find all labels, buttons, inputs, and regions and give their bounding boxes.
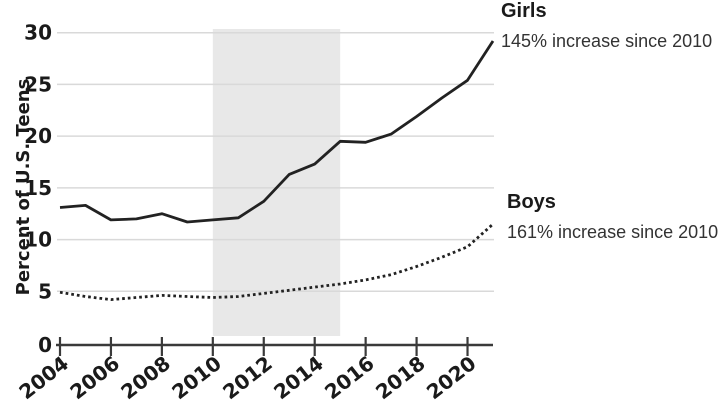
boys-line — [59, 223, 494, 302]
girls-series-label: Girls — [501, 0, 547, 22]
shaded-band-2010-2015 — [212, 29, 341, 336]
x-tick-label: 2008 — [116, 351, 175, 404]
x-tick-label: 2016 — [320, 351, 379, 404]
y-tick-label: 0 — [38, 333, 52, 357]
y-tick-label: 10 — [24, 228, 52, 252]
x-tick-label: 2014 — [269, 351, 328, 404]
y-tick-label: 20 — [24, 124, 52, 148]
girls-annotation: Girls 145% increase since 2010 — [501, 0, 713, 51]
x-tick-label: 2020 — [422, 351, 481, 404]
x-tick-label: 2006 — [65, 351, 124, 404]
boys-series-label: Boys — [507, 191, 556, 213]
x-tick-label: 2012 — [218, 351, 277, 404]
y-tick-label: 15 — [24, 176, 52, 200]
girls-increase-note: 145% increase since 2010 — [501, 31, 713, 51]
boys-annotation: Boys 161% increase since 2010 — [507, 191, 719, 242]
y-tick-label: 5 — [38, 279, 52, 303]
x-tick-label: 2018 — [371, 351, 430, 404]
x-tick-label: 2010 — [167, 351, 226, 404]
y-axis-title: Percent of U.S. Teens — [13, 78, 34, 296]
y-tick-label: 25 — [24, 72, 52, 96]
y-tick-label: 30 — [24, 21, 52, 45]
girls-line — [59, 40, 495, 224]
x-tick-label: 2004 — [14, 351, 73, 404]
boys-increase-note: 161% increase since 2010 — [507, 222, 719, 242]
